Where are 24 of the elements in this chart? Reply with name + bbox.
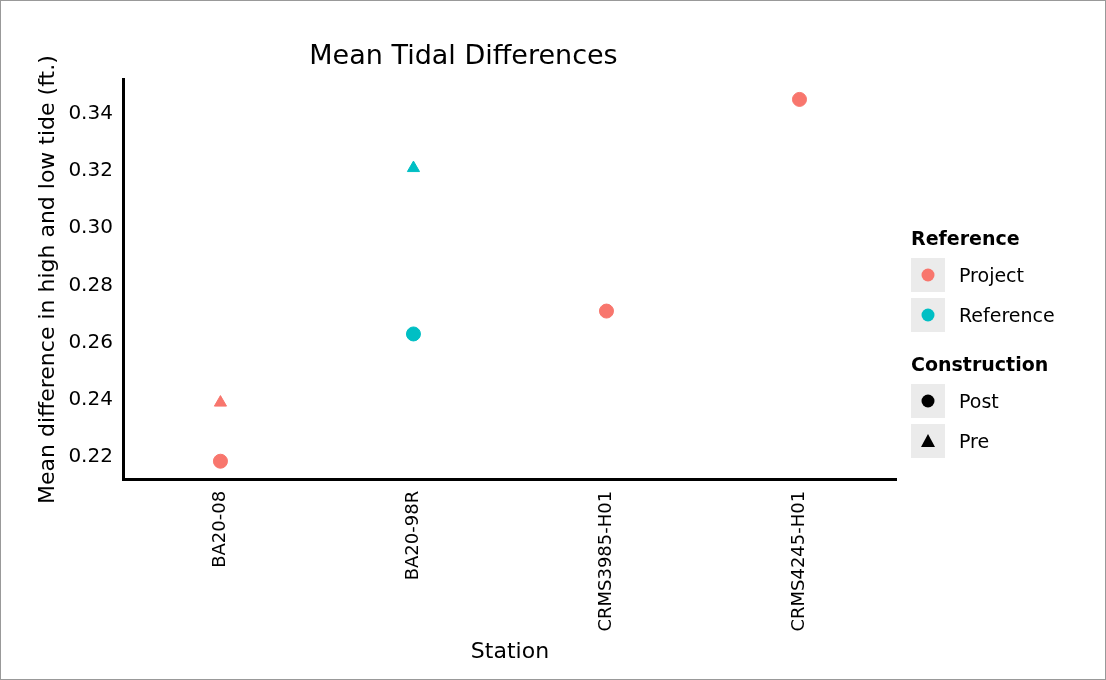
y-tick-label: 0.24 (68, 385, 113, 410)
x-tick-label: CRMS3985-H01 (594, 490, 616, 632)
legend-label: Project (959, 264, 1025, 286)
x-tick-label: BA20-08 (208, 490, 230, 568)
chart-title: Mean Tidal Differences (309, 39, 618, 71)
text: Reference (911, 227, 1020, 249)
point (406, 160, 421, 173)
y-tick-label: 0.28 (68, 271, 113, 296)
x-tick-label: BA20-98R (401, 490, 423, 581)
y-tick-label: 0.34 (68, 99, 113, 124)
x-tick-label: CRMS4245-H01 (787, 490, 809, 632)
y-tick-label: 0.22 (68, 443, 113, 468)
y-tick-label: 0.30 (68, 214, 113, 239)
legend-label: Reference (959, 304, 1055, 326)
y-tick-label: 0.26 (68, 328, 113, 353)
y-tick-label: 0.32 (68, 157, 113, 182)
y-axis-title: Mean difference in high and low tide (ft.) (33, 55, 59, 504)
x-axis-title: Station (470, 637, 550, 663)
text: Post (959, 390, 999, 412)
point (212, 453, 228, 469)
text: Construction (911, 353, 1049, 375)
point (598, 303, 614, 319)
text: Pre (959, 430, 990, 452)
point (791, 91, 807, 107)
